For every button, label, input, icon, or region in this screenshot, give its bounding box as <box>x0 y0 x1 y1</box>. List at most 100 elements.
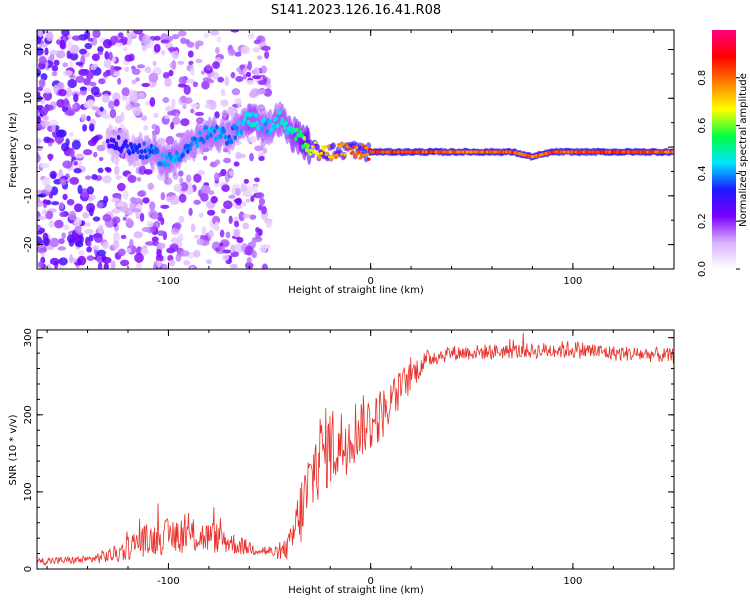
heatmap-cell <box>254 177 260 183</box>
heatmap-cell <box>134 252 144 263</box>
heatmap-cell <box>205 64 212 71</box>
heatmap-cell <box>255 227 260 233</box>
heatmap-cell <box>45 210 54 220</box>
heatmap-cell <box>131 102 141 108</box>
heatmap-cell <box>188 207 193 217</box>
heatmap-cell <box>147 152 151 158</box>
heatmap-cell <box>141 154 145 160</box>
heatmap-cell <box>200 192 209 202</box>
heatmap-cell <box>103 59 112 68</box>
heatmap-cell <box>56 98 66 108</box>
heatmap-cell <box>237 120 241 126</box>
heatmap-cell <box>368 147 372 152</box>
heatmap-cell <box>228 215 233 224</box>
heatmap-cell <box>66 234 75 243</box>
heatmap-cell <box>154 125 160 135</box>
heatmap-cell <box>84 228 94 235</box>
heatmap-cell <box>112 138 116 144</box>
heatmap-cell <box>78 48 88 55</box>
heatmap-cell <box>132 106 142 117</box>
heatmap-cell <box>126 217 132 226</box>
heatmap-cell <box>179 177 184 185</box>
spectrogram-x-tick-label: -100 <box>157 276 180 287</box>
snr-y-tick-label: 200 <box>23 405 34 424</box>
heatmap-cell <box>97 224 104 235</box>
heatmap-cell <box>217 126 222 132</box>
heatmap-cell <box>205 135 210 141</box>
heatmap-cell <box>274 116 279 122</box>
heatmap-cell <box>190 103 200 108</box>
heatmap-cell <box>256 55 263 60</box>
heatmap-cell <box>283 125 287 131</box>
heatmap-cell <box>129 196 137 203</box>
heatmap-cell <box>102 213 112 222</box>
heatmap-cell <box>69 147 75 158</box>
heatmap-cell <box>51 201 60 206</box>
heatmap-cell <box>61 232 66 239</box>
heatmap-cell <box>220 100 229 107</box>
heatmap-cell <box>86 255 95 262</box>
heatmap-cell <box>84 175 92 180</box>
heatmap-cell <box>88 196 94 202</box>
heatmap-cell <box>189 265 195 269</box>
heatmap-cell <box>37 47 44 56</box>
heatmap-cell <box>83 149 93 156</box>
heatmap-cell <box>230 71 236 79</box>
heatmap-cell <box>92 216 101 222</box>
heatmap-cell <box>53 59 60 66</box>
heatmap-cell <box>67 78 77 89</box>
heatmap-cell <box>98 156 104 162</box>
heatmap-cell <box>54 219 64 229</box>
heatmap-cell <box>37 30 43 38</box>
heatmap-cell <box>144 66 152 74</box>
heatmap-cell <box>61 30 70 37</box>
spectrogram-y-tick-label: 20 <box>23 43 34 56</box>
heatmap-cell <box>216 36 222 43</box>
heatmap-cell <box>73 161 78 166</box>
heatmap-cell <box>68 210 77 221</box>
snr-x-tick-label: 100 <box>563 576 582 587</box>
heatmap-cell <box>92 30 101 39</box>
heatmap-cell <box>38 56 47 65</box>
heatmap-cell <box>363 155 369 163</box>
heatmap-cell <box>361 153 366 157</box>
heatmap-cell <box>78 249 85 256</box>
heatmap-cell <box>102 241 109 250</box>
heatmap-cell <box>193 173 202 183</box>
heatmap-cell <box>122 216 127 221</box>
heatmap-cell <box>338 144 343 148</box>
heatmap-cell <box>212 61 221 69</box>
heatmap-cell <box>233 229 240 238</box>
heatmap-cell <box>268 131 273 137</box>
heatmap-cell <box>48 119 59 127</box>
heatmap-cell <box>55 129 66 138</box>
heatmap-cell <box>37 224 42 230</box>
heatmap-cell <box>58 88 67 97</box>
heatmap-cell <box>294 136 298 142</box>
heatmap-cell <box>341 142 345 146</box>
spectrogram-y-axis-label: Frequency (Hz) <box>8 112 19 188</box>
heatmap-cell <box>156 230 166 236</box>
heatmap-cell <box>200 184 211 194</box>
heatmap-cell <box>236 153 247 158</box>
heatmap-cell <box>298 129 303 135</box>
heatmap-cell <box>51 71 58 77</box>
heatmap-cell <box>242 73 247 80</box>
heatmap-cell <box>84 42 93 50</box>
colorbar-tick-label: 0.8 <box>697 70 708 86</box>
heatmap-cell <box>172 116 181 125</box>
heatmap-cell <box>242 213 251 219</box>
heatmap-cell <box>71 103 78 110</box>
heatmap-cell <box>156 242 166 250</box>
heatmap-cell <box>97 262 103 269</box>
heatmap-cell <box>73 203 83 213</box>
heatmap-cell <box>183 84 191 95</box>
heatmap-cell <box>37 137 42 144</box>
heatmap-cell <box>249 152 254 162</box>
heatmap-cell <box>223 200 233 210</box>
heatmap-cell <box>671 150 674 154</box>
heatmap-cell <box>214 159 221 165</box>
heatmap-cell <box>91 106 100 111</box>
heatmap-cell <box>97 167 104 174</box>
heatmap-cell <box>58 238 65 245</box>
